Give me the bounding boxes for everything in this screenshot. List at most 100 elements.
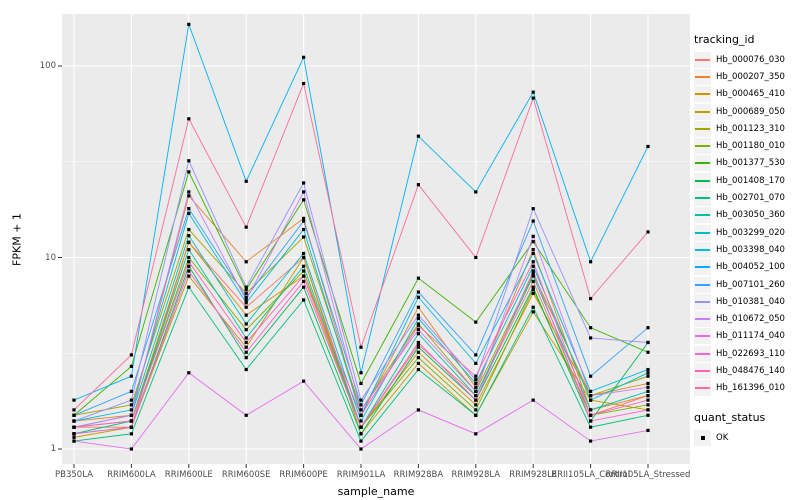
- data-point: [531, 398, 535, 402]
- data-point: [474, 408, 478, 412]
- data-point: [187, 207, 191, 211]
- data-point: [531, 269, 535, 273]
- legend-label: Hb_001180_010: [716, 141, 785, 152]
- legend-line-icon: [695, 58, 710, 61]
- data-point: [302, 216, 306, 221]
- data-point: [244, 295, 248, 299]
- y-tick-label: 10: [45, 252, 56, 263]
- data-point: [359, 439, 363, 443]
- legend-key-swatch: [694, 51, 711, 68]
- data-point: [187, 159, 191, 163]
- data-point: [302, 279, 306, 284]
- data-point: [72, 439, 76, 443]
- x-tick-label: RRIM928BA: [393, 470, 444, 480]
- legend-key-swatch: [694, 328, 711, 345]
- legend-item: Hb_002701_070: [694, 189, 798, 207]
- data-point: [302, 379, 306, 383]
- data-point: [474, 320, 478, 324]
- x-tick-label: RRII105LA_Stressed: [605, 470, 691, 480]
- legend-item-quant-status: OK: [694, 429, 798, 446]
- data-point: [531, 234, 535, 238]
- legend2-items: OK: [694, 429, 798, 446]
- data-point: [646, 367, 650, 372]
- data-point: [589, 398, 593, 402]
- data-point: [187, 371, 191, 375]
- black-square-point-icon: [700, 435, 705, 440]
- data-point: [474, 432, 478, 436]
- data-point: [129, 353, 133, 357]
- legend-item: Hb_161396_010: [694, 380, 798, 397]
- legend-key-swatch: [694, 241, 711, 258]
- legend-key-swatch: [694, 380, 711, 397]
- legend: tracking_id Hb_000076_030 Hb_000207_350 Hb…: [694, 33, 798, 446]
- legend-label: Hb_000689_050: [716, 106, 785, 117]
- legend-item: Hb_003050_360: [694, 207, 798, 224]
- data-point: [416, 290, 420, 294]
- x-tick-label: PB350LA: [55, 470, 93, 480]
- legend-line-icon: [695, 352, 710, 355]
- legend-label: Hb_010672_050: [716, 314, 785, 325]
- data-point: [474, 403, 478, 407]
- data-point: [416, 332, 420, 336]
- data-point: [129, 364, 133, 368]
- data-point: [244, 340, 248, 345]
- data-point: [589, 425, 593, 429]
- legend-key-swatch: [694, 276, 711, 293]
- data-point: [244, 328, 248, 332]
- data-point: [244, 301, 248, 305]
- data-point: [416, 313, 420, 317]
- data-point: [531, 291, 535, 295]
- data-point: [187, 269, 191, 273]
- data-point: [416, 183, 420, 187]
- data-point: [531, 247, 535, 252]
- legend-label: Hb_004052_100: [716, 262, 785, 273]
- legend-title-tracking-id: tracking_id: [694, 33, 755, 46]
- data-point: [474, 394, 478, 398]
- legend-line-icon: [695, 335, 710, 338]
- data-point: [244, 305, 248, 309]
- legend-label: Hb_048476_140: [716, 365, 785, 376]
- data-point: [187, 260, 191, 264]
- data-point: [646, 340, 650, 345]
- data-point: [474, 413, 478, 417]
- x-tick-label: RRIM600SE: [221, 470, 271, 480]
- data-point: [416, 295, 420, 299]
- data-point: [187, 255, 191, 260]
- legend-line-icon: [695, 179, 710, 182]
- data-point: [531, 287, 535, 292]
- data-point: [359, 425, 363, 429]
- data-point: [244, 345, 248, 349]
- data-point: [646, 389, 650, 393]
- legend-item: Hb_003398_040: [694, 241, 798, 258]
- data-point: [187, 227, 191, 232]
- data-point: [244, 225, 248, 229]
- legend-key-swatch: [694, 172, 711, 189]
- data-point: [129, 389, 133, 393]
- data-point: [531, 219, 535, 223]
- legend-item: Hb_004052_100: [694, 259, 798, 276]
- legend-key-swatch: [694, 224, 711, 241]
- legend-label: Hb_001377_530: [716, 158, 785, 169]
- data-point: [589, 408, 593, 412]
- legend-line-icon: [695, 93, 710, 96]
- legend-item: Hb_001180_010: [694, 137, 798, 155]
- x-tick-label: RRIM928LE: [509, 470, 558, 480]
- legend-key-swatch: [694, 293, 711, 310]
- data-point: [646, 381, 650, 386]
- legend-label: Hb_003398_040: [716, 244, 785, 255]
- data-point: [474, 381, 478, 386]
- legend-item: Hb_000207_350: [694, 68, 798, 85]
- data-point: [474, 398, 478, 402]
- data-point: [244, 413, 248, 417]
- data-point: [531, 305, 535, 309]
- legend-line-icon: [695, 283, 710, 286]
- legend-label: Hb_011174_040: [716, 331, 785, 342]
- data-point: [531, 310, 535, 314]
- legend-key-swatch: [694, 103, 711, 120]
- data-point: [72, 435, 76, 439]
- data-point: [531, 264, 535, 268]
- legend-item: Hb_003299_020: [694, 224, 798, 241]
- legend-line-icon: [695, 162, 710, 165]
- legend-line-icon: [695, 231, 710, 234]
